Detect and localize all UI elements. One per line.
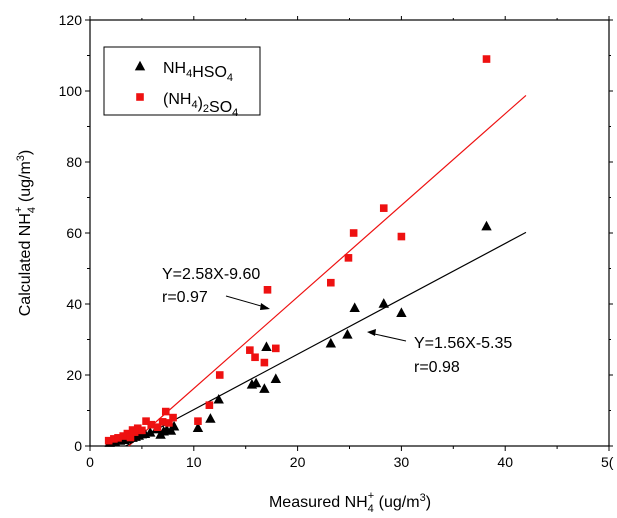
data-point	[133, 424, 142, 433]
data-point	[147, 420, 156, 429]
data-point	[481, 220, 492, 231]
data-point	[250, 377, 262, 388]
data-point	[205, 401, 214, 409]
data-point	[261, 341, 272, 352]
data-point	[158, 418, 167, 426]
x-axis-label: Measured NH4+ (ug/m3)	[269, 490, 431, 515]
data-point	[270, 373, 282, 383]
data-point	[397, 232, 406, 241]
axes: 0 10 20 30 40 5( 0 20 40 60 80 100 120	[59, 12, 614, 470]
data-point	[379, 204, 388, 212]
data-point	[119, 432, 128, 440]
data-point	[272, 344, 280, 353]
x-tick-label: 30	[394, 454, 410, 470]
y-tick-label: 60	[66, 225, 82, 241]
x-tick-label: 0	[86, 454, 94, 470]
data-point	[263, 286, 272, 294]
fit-equation-red: Y=2.58X-9.60	[162, 266, 260, 283]
y-tick-label: 100	[59, 83, 83, 99]
legend-box	[103, 46, 261, 116]
legend-label-nh4-2so4: (NH4)2SO4	[163, 91, 238, 119]
data-point	[165, 419, 173, 427]
y-tick-label: 120	[59, 12, 83, 28]
arrow-head-red	[260, 303, 270, 310]
axis-labels: Measured NH4+ (ug/m3) Calculated NH4+ (ug…	[13, 150, 431, 515]
data-point	[325, 337, 337, 348]
fit-line	[128, 94, 527, 447]
data-point	[161, 407, 170, 416]
data-point	[215, 371, 224, 379]
fit-lines	[125, 94, 527, 447]
data-point	[344, 254, 353, 262]
data-point	[114, 434, 122, 442]
fit-r-red: r=0.97	[162, 289, 208, 306]
data-point	[123, 429, 132, 438]
legend-marker-square	[136, 93, 144, 101]
data-point	[327, 278, 335, 287]
arrow-black	[369, 332, 407, 342]
legend-marker-triangle	[134, 60, 146, 71]
data-point	[110, 435, 118, 443]
data-point	[246, 346, 254, 354]
legend: NH4HSO4 (NH4)2SO4	[103, 46, 261, 119]
data-point	[213, 393, 224, 404]
data-point	[396, 307, 407, 317]
data-point	[342, 328, 353, 339]
y-axis-label: Calculated NH4+ (ug/m3)	[13, 150, 38, 317]
data-point	[482, 55, 491, 63]
fit-r-black: r=0.98	[414, 359, 460, 376]
fit-equation-black: Y=1.56X-5.35	[414, 335, 512, 352]
data-points	[104, 55, 492, 447]
x-tick-label: 20	[290, 454, 306, 470]
y-tick-label: 80	[66, 154, 82, 170]
data-point	[192, 422, 204, 432]
data-point	[169, 413, 177, 422]
legend-label-nh4hso4: NH4HSO4	[163, 60, 233, 84]
y-tick-label: 40	[66, 296, 82, 312]
data-point	[260, 358, 269, 367]
data-point	[259, 383, 270, 393]
annotations: Y=2.58X-9.60 r=0.97 Y=1.56X-5.35 r=0.98	[162, 266, 512, 376]
fit-line	[125, 231, 527, 447]
data-point	[378, 298, 389, 308]
data-point	[130, 428, 139, 436]
data-point	[168, 420, 180, 431]
data-point	[349, 302, 360, 312]
x-tick-label: 5(	[601, 454, 614, 470]
data-point	[104, 436, 113, 445]
data-point	[153, 423, 162, 431]
data-point	[145, 426, 156, 437]
data-point	[205, 413, 216, 423]
data-point	[251, 353, 259, 362]
data-point	[142, 417, 150, 425]
series-nh4-2so4	[104, 55, 491, 445]
arrow-head-black	[367, 329, 376, 336]
x-tick-label: 40	[497, 454, 513, 470]
y-tick-label: 0	[74, 438, 82, 454]
y-tick-label: 20	[66, 367, 82, 383]
data-point	[194, 417, 202, 425]
data-point	[138, 426, 146, 435]
data-point	[126, 433, 135, 442]
data-point	[349, 229, 358, 237]
x-tick-label: 10	[186, 454, 202, 470]
